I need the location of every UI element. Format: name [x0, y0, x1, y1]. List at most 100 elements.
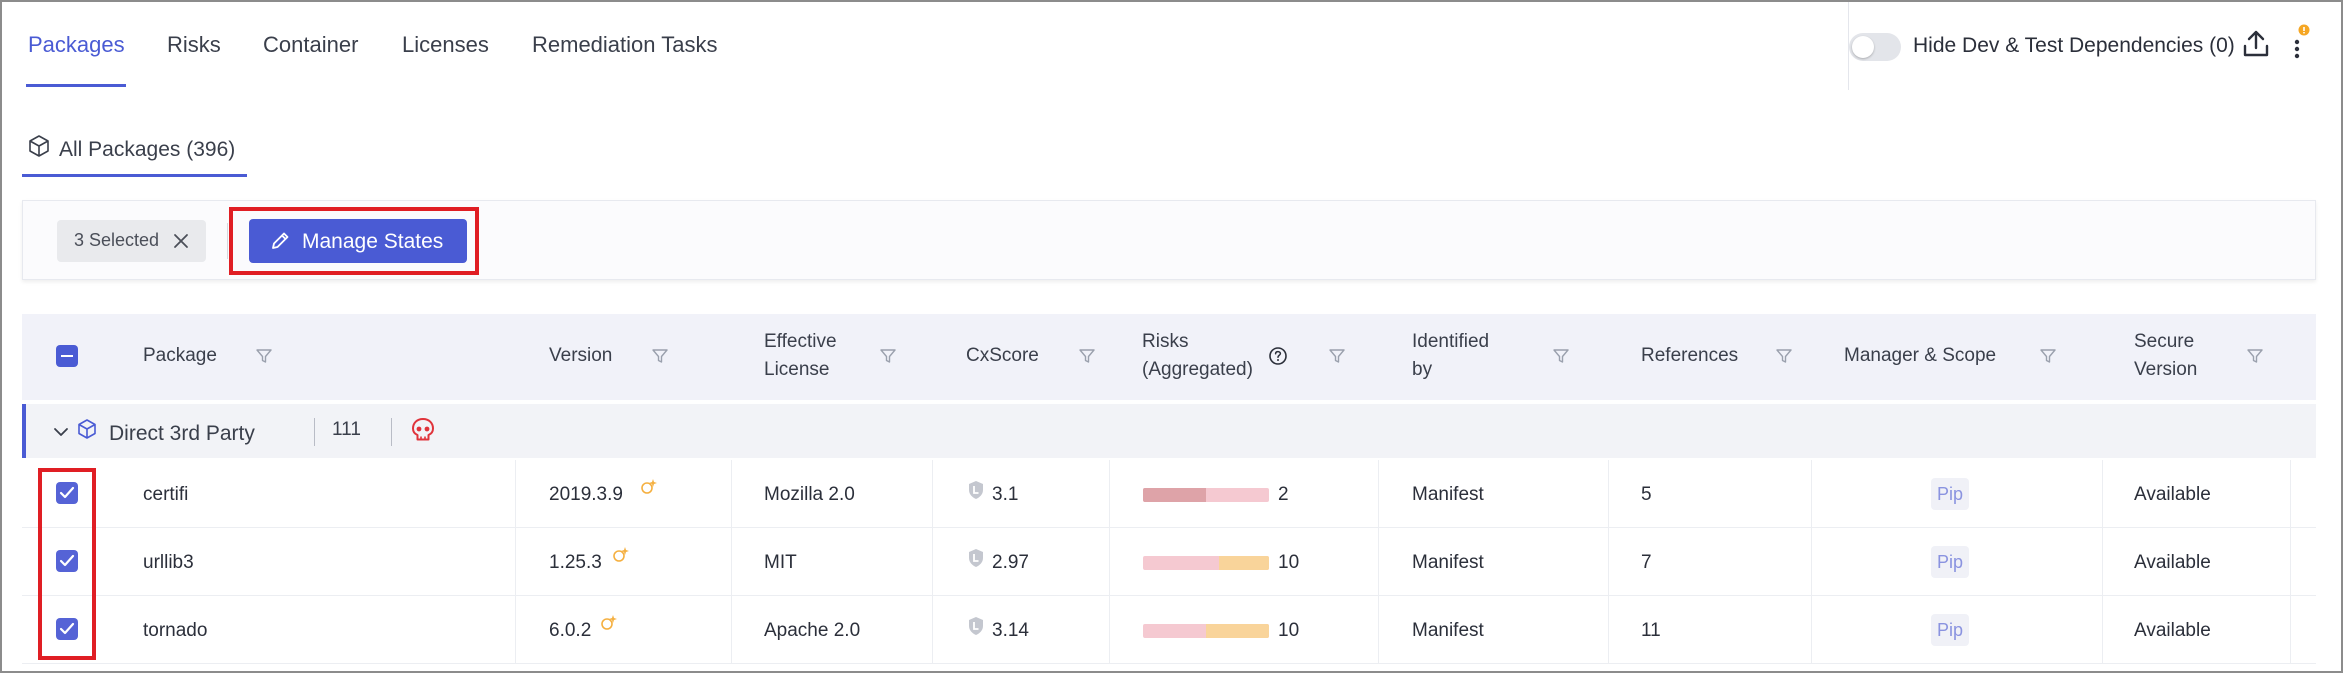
divider: [314, 418, 315, 446]
column-header-cxscore[interactable]: CxScore: [966, 345, 1039, 366]
divider: [1608, 596, 1609, 664]
divider: [515, 596, 516, 664]
help-icon[interactable]: [1268, 346, 1288, 366]
new-version-icon[interactable]: [600, 614, 618, 632]
cxscore-value: 3.14: [992, 620, 1029, 641]
cxscore-value: 2.97: [992, 552, 1029, 573]
risk-bar[interactable]: [1143, 624, 1269, 638]
divider: [391, 418, 392, 446]
references-count: 11: [1641, 620, 1661, 641]
row-checkbox[interactable]: [56, 618, 78, 640]
column-header-package[interactable]: Package: [143, 345, 217, 366]
top-tabs: Packages Risks Container Licenses Remedi…: [2, 2, 1848, 90]
chevron-down-icon[interactable]: [52, 423, 70, 441]
filter-icon[interactable]: [255, 347, 273, 365]
effective-license: Apache 2.0: [764, 620, 861, 641]
column-header-references[interactable]: References: [1641, 345, 1739, 366]
filter-icon[interactable]: [1775, 347, 1793, 365]
risk-count: 10: [1278, 552, 1300, 573]
shield-icon: [969, 481, 983, 499]
toolbar-panel: [1848, 2, 2341, 90]
manager-badge: Pip: [1931, 614, 1969, 646]
pencil-icon: [272, 232, 289, 249]
skull-icon: [412, 418, 434, 441]
divider: [2102, 460, 2103, 528]
identified-by: Manifest: [1412, 484, 1484, 505]
new-version-icon[interactable]: [640, 478, 658, 496]
hide-dev-toggle[interactable]: [1849, 33, 1901, 61]
tab-licenses[interactable]: Licenses: [402, 32, 489, 57]
row-checkbox[interactable]: [56, 550, 78, 572]
package-version: 6.0.2: [549, 620, 592, 641]
filter-icon[interactable]: [879, 347, 897, 365]
cube-icon: [29, 135, 49, 157]
divider: [731, 596, 732, 664]
divider: [1378, 528, 1379, 596]
filter-icon[interactable]: [1552, 347, 1570, 365]
column-header-manager-scope[interactable]: Manager & Scope: [1844, 345, 1997, 366]
divider: [1811, 460, 1812, 528]
table-row[interactable]: certifi 2019.3.9 Mozilla 2.0 3.1 2 Manifest 5 P…: [22, 460, 2316, 528]
manage-states-button[interactable]: Manage States: [249, 219, 467, 263]
tab-risks[interactable]: Risks: [167, 32, 221, 57]
package-version: 1.25.3: [549, 552, 602, 573]
tab-container[interactable]: Container: [263, 32, 359, 57]
column-header-license-line2[interactable]: License: [764, 359, 830, 380]
column-header-risks-line2[interactable]: (Aggregated): [1142, 359, 1253, 380]
table-row[interactable]: urllib3 1.25.3 MIT 2.97 10 Manifest 7 Pip Availa…: [22, 528, 2316, 596]
toggle-knob: [1852, 36, 1874, 58]
risk-bar[interactable]: [1143, 556, 1269, 570]
divider: [1608, 528, 1609, 596]
tab-remediation-tasks[interactable]: Remediation Tasks: [532, 32, 718, 57]
divider: [1378, 596, 1379, 664]
manage-states-label: Manage States: [302, 230, 444, 253]
effective-license: MIT: [764, 552, 797, 573]
select-all-checkbox[interactable]: [56, 345, 78, 367]
table-row[interactable]: tornado 6.0.2 Apache 2.0 3.14 10 Manifest 11 Pi…: [22, 596, 2316, 664]
divider: [1109, 460, 1110, 528]
export-icon[interactable]: [2240, 28, 2272, 60]
active-tab-indicator: [26, 84, 126, 87]
filter-icon[interactable]: [1078, 347, 1096, 365]
filter-icon[interactable]: [2246, 347, 2264, 365]
package-name[interactable]: tornado: [143, 620, 208, 641]
references-count: 5: [1641, 484, 1652, 505]
divider: [932, 460, 933, 528]
divider: [2102, 596, 2103, 664]
filter-icon[interactable]: [1328, 347, 1346, 365]
group-row-direct-3rd-party[interactable]: Direct 3rd Party 111: [22, 404, 2316, 458]
close-icon[interactable]: [172, 232, 190, 250]
column-header-version[interactable]: Version: [549, 345, 613, 366]
hide-dev-label: Hide Dev & Test Dependencies (0): [1913, 34, 2235, 57]
shield-icon: [969, 549, 983, 567]
row-checkbox[interactable]: [56, 482, 78, 504]
divider: [1109, 596, 1110, 664]
new-version-icon[interactable]: [612, 546, 630, 564]
risk-count: 2: [1278, 484, 1289, 505]
risk-bar[interactable]: [1143, 488, 1269, 502]
divider: [1608, 460, 1609, 528]
package-name[interactable]: urllib3: [143, 552, 194, 573]
shield-icon: [969, 617, 983, 635]
more-options-icon[interactable]: [2289, 24, 2311, 64]
divider: [2290, 460, 2291, 528]
cxscore-value: 3.1: [992, 484, 1019, 505]
divider: [1109, 528, 1110, 596]
column-header-secure-line1[interactable]: Secure: [2134, 331, 2195, 352]
divider: [731, 460, 732, 528]
column-header-identified-line2[interactable]: by: [1412, 359, 1433, 380]
highlight-manage-states: [229, 207, 479, 275]
column-header-secure-line2[interactable]: Version: [2134, 359, 2198, 380]
column-header-risks-line1[interactable]: Risks: [1142, 331, 1189, 352]
filter-icon[interactable]: [651, 347, 669, 365]
selected-count-label: 3 Selected: [74, 230, 160, 250]
tab-packages[interactable]: Packages: [28, 32, 125, 57]
divider: [2290, 528, 2291, 596]
column-header-license-line1[interactable]: Effective: [764, 331, 837, 352]
divider: [1378, 460, 1379, 528]
risk-count: 10: [1278, 620, 1300, 641]
package-name[interactable]: certifi: [143, 484, 189, 505]
column-header-identified-line1[interactable]: Identified: [1412, 331, 1490, 352]
filter-icon[interactable]: [2039, 347, 2057, 365]
